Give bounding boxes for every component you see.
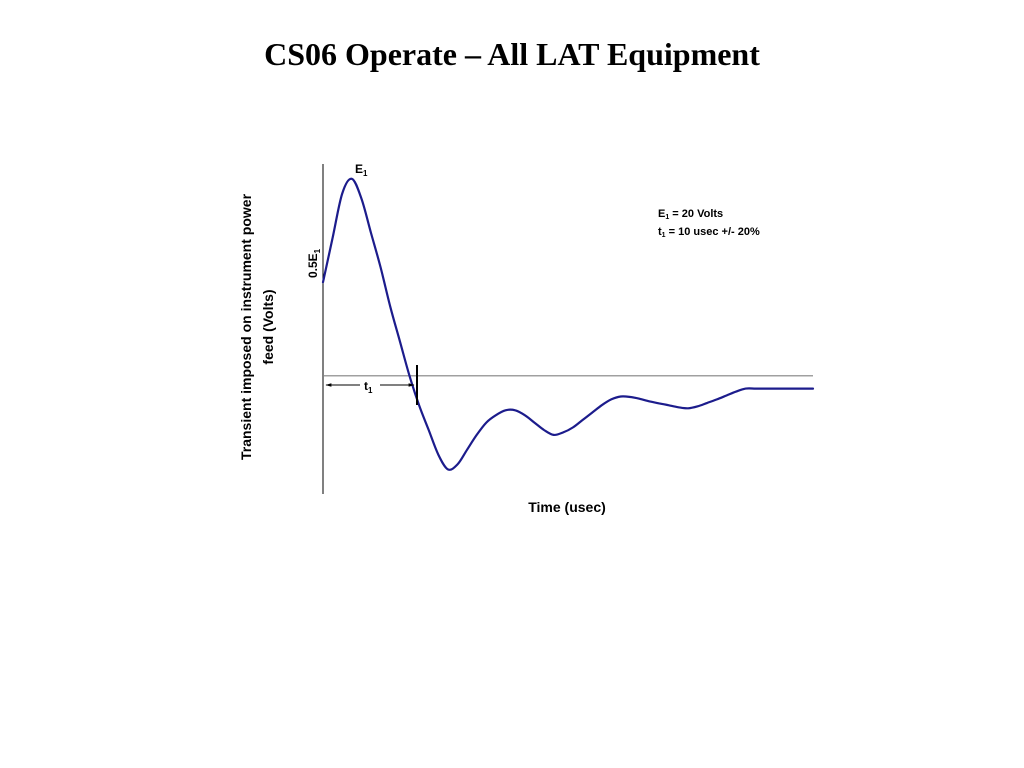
x-axis-label: Time (usec) [528, 499, 606, 515]
half-peak-label-main: 0.5E [306, 253, 320, 278]
y-axis-label-line2: feed (Volts) [260, 289, 276, 364]
y-axis-label-line1: Transient imposed on instrument power [238, 193, 254, 460]
slide-title: CS06 Operate – All LAT Equipment [264, 36, 760, 72]
half-peak-label: 0.5E1 [306, 248, 322, 278]
legend-line-1-sym: E [658, 208, 665, 220]
legend: E1 = 20 Volts t1 = 10 usec +/- 20% [658, 208, 760, 239]
peak-label-main: E [355, 162, 363, 176]
t1-label: t1 [364, 379, 373, 395]
transient-waveform-line [321, 177, 815, 471]
legend-line-1-text: = 20 Volts [669, 208, 723, 220]
legend-line-2-sub: 1 [662, 232, 666, 239]
legend-line-1-sub: 1 [665, 214, 669, 221]
legend-line-2: t1 = 10 usec +/- 20% [658, 226, 760, 239]
t1-label-sub: 1 [368, 386, 373, 395]
y-axis-label: Transient imposed on instrument power fe… [238, 193, 276, 460]
peak-label: E1 [355, 162, 368, 178]
legend-line-1: E1 = 20 Volts [658, 208, 723, 221]
legend-line-2-sym: t [658, 226, 662, 238]
peak-label-sub: 1 [363, 169, 368, 178]
half-peak-label-sub: 1 [313, 248, 322, 253]
legend-line-2-text: = 10 usec +/- 20% [666, 226, 760, 238]
t1-label-main: t [364, 379, 368, 393]
